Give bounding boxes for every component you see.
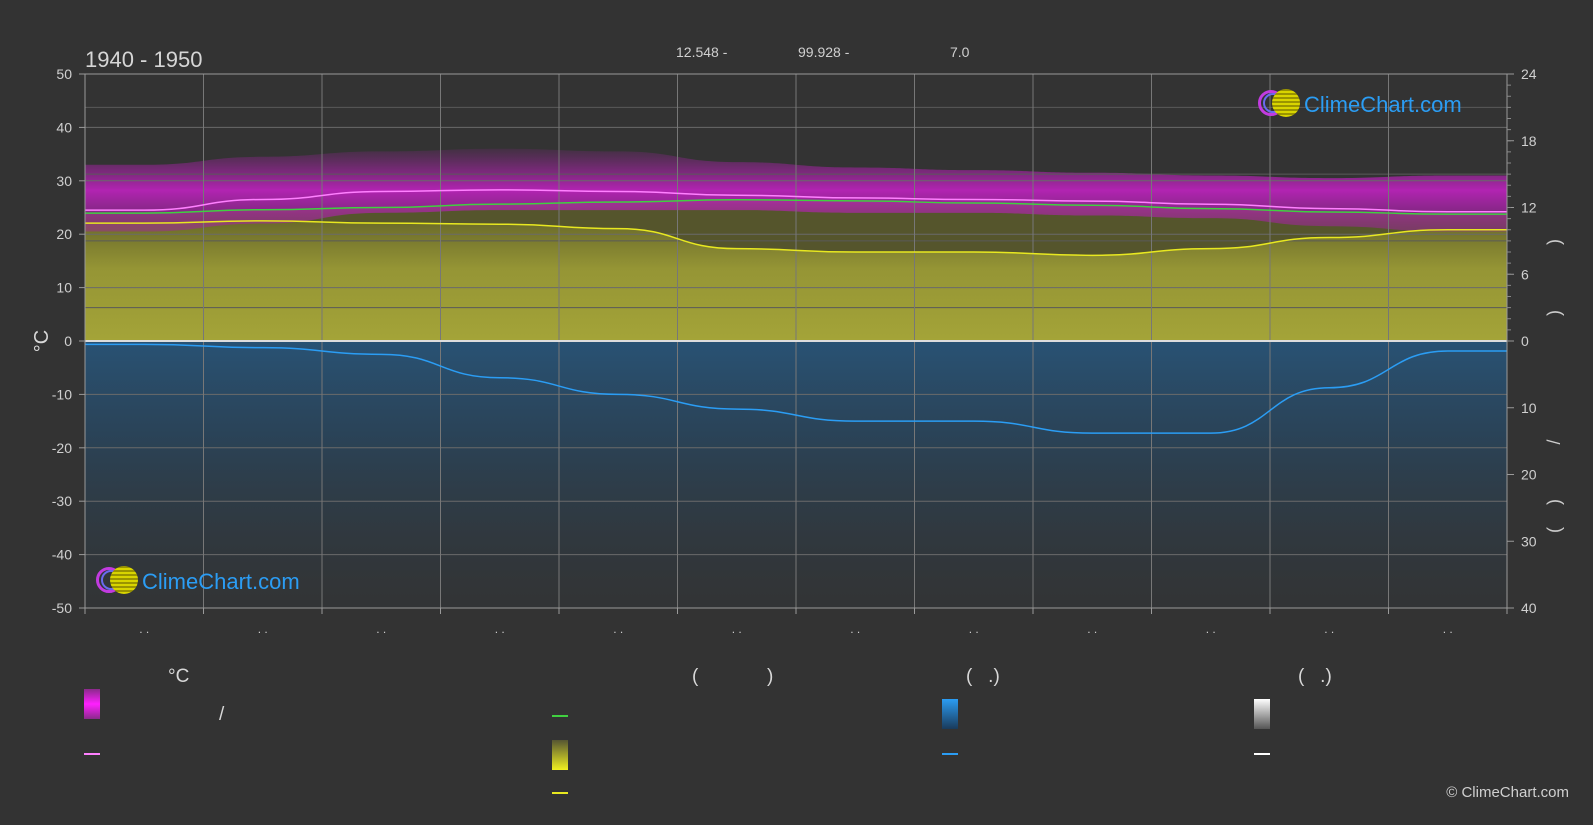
right-axis-label-glyph: / <box>1544 439 1564 444</box>
month-tick-label: . . <box>732 622 742 636</box>
left-tick-label: 50 <box>56 66 72 82</box>
month-tick-label: . . <box>613 622 623 636</box>
legend-snow-header: ( .) <box>1298 666 1332 687</box>
left-tick-label: -30 <box>52 493 72 509</box>
temperature-avg-line <box>84 189 1507 213</box>
month-tick-label: . . <box>376 622 386 636</box>
right-precip-tick-label: 30 <box>1521 533 1537 549</box>
right-precip-tick-label: 20 <box>1521 467 1537 483</box>
rain-line <box>85 343 1507 434</box>
right-axis-label-glyph: ) <box>1544 499 1564 505</box>
right-hours-tick-label: 12 <box>1521 200 1537 216</box>
left-tick-label: 0 <box>64 333 72 349</box>
right-hours-tick-label: 6 <box>1521 266 1529 282</box>
left-tick-label: -50 <box>52 600 72 616</box>
left-tick-label: 30 <box>56 173 72 189</box>
sunshine-line <box>84 220 1507 257</box>
left-tick-label: -20 <box>52 440 72 456</box>
logo-icon <box>1258 89 1300 121</box>
legend-temp-range-swatch <box>84 689 100 719</box>
month-tick-label: . . <box>1087 622 1097 636</box>
copyright: © ClimeChart.com <box>1446 784 1569 801</box>
logo-icon <box>96 566 138 598</box>
left-tick-label: 20 <box>56 226 72 242</box>
legend-sunshine-swatch <box>552 740 568 770</box>
right-hours-tick-label: 0 <box>1521 333 1529 349</box>
latitude-text: 12.548 - <box>676 44 728 60</box>
month-tick-label: . . <box>258 622 268 636</box>
right-axis-label-glyph: ) <box>1544 310 1564 316</box>
legend-snow-swatch <box>1254 699 1270 729</box>
legend-sun-header-close: ) <box>767 666 774 687</box>
logo-bottom: ClimeChart.com <box>96 566 300 598</box>
longitude-text: 99.928 - <box>798 44 850 60</box>
axes: 50 40 30 20 10 0 -10 -20 -30 -40 -50 °C 24 18 12 6 0 10 20… <box>31 66 1564 636</box>
month-tick-label: . . <box>969 622 979 636</box>
grid <box>85 73 1507 609</box>
series-lines <box>84 189 1507 434</box>
daylight-line <box>85 198 1507 215</box>
right-hours-tick-label: 18 <box>1521 133 1537 149</box>
legend-temperature-header: °C <box>168 666 190 687</box>
left-tick-label: -10 <box>52 386 72 402</box>
legend-sun-header-open: ( <box>692 666 699 687</box>
logo-text: ClimeChart.com <box>1304 92 1462 117</box>
right-hours-tick-label: 24 <box>1521 66 1537 82</box>
legend-rain-header: ( .) <box>966 666 1000 687</box>
month-tick-label: . . <box>850 622 860 636</box>
month-tick-label: . . <box>495 622 505 636</box>
month-tick-label: . . <box>1206 622 1216 636</box>
month-tick-label: . . <box>139 622 149 636</box>
right-precip-tick-label: 40 <box>1521 600 1537 616</box>
right-precip-tick-label: 10 <box>1521 400 1537 416</box>
left-tick-label: -40 <box>52 547 72 563</box>
left-axis-unit: °C <box>31 330 53 352</box>
legend-slash: / <box>219 704 225 725</box>
logo-text: ClimeChart.com <box>142 569 300 594</box>
logo-top: ClimeChart.com <box>1258 89 1462 121</box>
month-tick-label: . . <box>1324 622 1334 636</box>
elevation-text: 7.0 <box>950 44 970 60</box>
right-axis-label-glyph: ) <box>1544 239 1564 245</box>
right-axis-label-glyph: ( <box>1544 527 1564 533</box>
legend-rain-swatch <box>942 699 958 729</box>
left-tick-label: 40 <box>56 119 72 135</box>
month-tick-label: . . <box>1443 622 1453 636</box>
period-title: 1940 - 1950 <box>85 47 203 72</box>
left-tick-label: 10 <box>56 280 72 296</box>
